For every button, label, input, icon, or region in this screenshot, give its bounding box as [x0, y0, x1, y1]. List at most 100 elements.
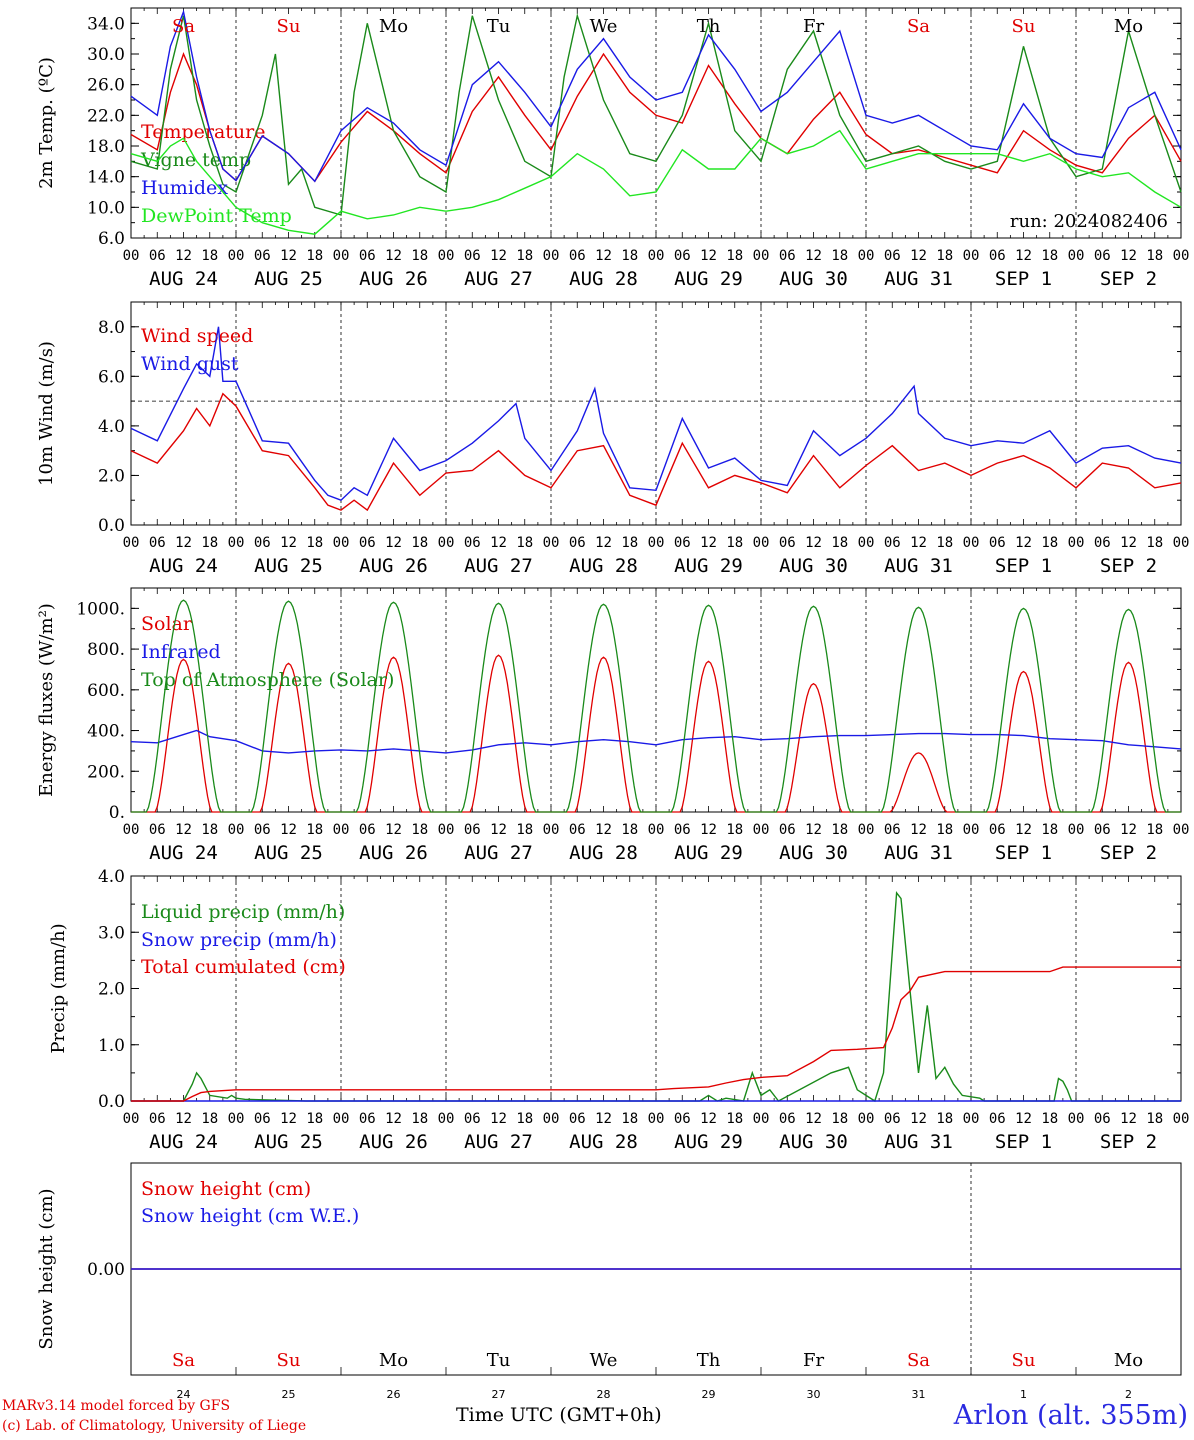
weekday-label-top: Su [277, 16, 301, 37]
station-label: Arlon (alt. 355m) [953, 1400, 1188, 1431]
hour-tick-label: 00 [858, 1111, 875, 1127]
hour-tick-label: 00 [123, 248, 140, 264]
legend-entry: Humidex [141, 177, 228, 199]
hour-tick-label: 06 [989, 248, 1006, 264]
hour-tick-label: 00 [228, 535, 245, 551]
hour-tick-label: 12 [280, 535, 297, 551]
y-tick-label: 1.0 [98, 1036, 125, 1056]
day-number-label: 28 [597, 1388, 611, 1401]
panel-frame [130, 587, 1182, 813]
hour-tick-label: 18 [411, 248, 428, 264]
hour-tick-label: 06 [254, 1111, 271, 1127]
date-label: AUG 25 [254, 555, 323, 577]
y-tick-label: 8.0 [98, 318, 125, 338]
hour-tick-label: 06 [464, 1111, 481, 1127]
series-vigne-temp [130, 12, 1182, 216]
hour-tick-label: 18 [201, 822, 218, 838]
hour-tick-label: 00 [648, 248, 665, 264]
hour-tick-label: 18 [201, 248, 218, 264]
hour-tick-label: 00 [858, 822, 875, 838]
date-label: AUG 29 [674, 842, 743, 864]
hour-tick-label: 06 [779, 535, 796, 551]
date-label: AUG 26 [359, 842, 428, 864]
hour-tick-label: 06 [989, 822, 1006, 838]
date-label: AUG 31 [884, 1131, 953, 1153]
y-tick-label: 1000. [76, 599, 125, 619]
hour-tick-label: 18 [1146, 822, 1163, 838]
hour-tick-label: 18 [726, 1111, 743, 1127]
y-tick-label: 800. [87, 640, 125, 660]
hour-tick-label: 06 [989, 535, 1006, 551]
hour-tick-label: 06 [884, 822, 901, 838]
date-label: AUG 31 [884, 555, 953, 577]
hour-tick-label: 18 [726, 535, 743, 551]
hour-tick-label: 06 [674, 535, 691, 551]
hour-tick-label: 18 [516, 248, 533, 264]
hour-tick-label: 00 [1068, 248, 1085, 264]
weekday-label-bottom: Mo [379, 1350, 408, 1371]
y-tick-label: 4.0 [98, 867, 125, 887]
y-tick-label: 10.0 [87, 198, 125, 218]
day-number-label: 25 [282, 1388, 296, 1401]
hour-tick-label: 18 [621, 535, 638, 551]
weekday-label-top: Sa [907, 16, 930, 37]
hour-tick-label: 00 [1068, 535, 1085, 551]
hour-tick-label: 06 [359, 248, 376, 264]
hour-tick-label: 18 [411, 535, 428, 551]
hour-tick-label: 06 [674, 822, 691, 838]
date-label: AUG 26 [359, 1131, 428, 1153]
hour-tick-label: 18 [621, 1111, 638, 1127]
y-tick-label: 2.0 [98, 980, 125, 1000]
hour-tick-label: 18 [936, 822, 953, 838]
hour-tick-label: 06 [359, 822, 376, 838]
hour-tick-label: 18 [1041, 822, 1058, 838]
y-axis-label: Energy fluxes (W/m²) [36, 603, 57, 797]
hour-tick-label: 00 [543, 1111, 560, 1127]
y-tick-label: 600. [87, 681, 125, 701]
legend-entry: Total cumulated (cm) [141, 956, 346, 978]
hour-tick-label: 06 [674, 1111, 691, 1127]
hour-tick-label: 06 [569, 822, 586, 838]
hour-tick-label: 00 [1173, 1111, 1190, 1127]
hour-tick-label: 00 [858, 535, 875, 551]
hour-tick-label: 12 [1015, 248, 1032, 264]
panel-frame [130, 301, 1182, 526]
date-label: SEP 2 [1100, 842, 1157, 864]
hour-tick-label: 12 [490, 1111, 507, 1127]
weekday-label-bottom: Su [1012, 1350, 1036, 1371]
hour-tick-label: 18 [831, 535, 848, 551]
hour-tick-label: 12 [280, 248, 297, 264]
lab-credit: (c) Lab. of Climatology, University of L… [2, 1418, 307, 1434]
hour-tick-label: 06 [359, 535, 376, 551]
y-tick-label: 30.0 [87, 45, 125, 65]
hour-tick-label: 18 [726, 822, 743, 838]
legend-entry: Liquid precip (mm/h) [141, 901, 345, 923]
weekday-label-bottom: We [590, 1350, 618, 1371]
hour-tick-label: 18 [516, 1111, 533, 1127]
legend-entry: Top of Atmosphere (Solar) [141, 669, 394, 691]
hour-tick-label: 00 [648, 1111, 665, 1127]
date-label: AUG 28 [569, 842, 638, 864]
hour-tick-label: 00 [1068, 1111, 1085, 1127]
date-label: AUG 26 [359, 268, 428, 290]
hour-tick-label: 18 [411, 1111, 428, 1127]
hour-tick-label: 06 [464, 535, 481, 551]
weekday-label-top: Th [697, 16, 721, 37]
weekday-label-bottom: Mo [1114, 1350, 1143, 1371]
hour-tick-label: 12 [910, 248, 927, 264]
hour-tick-label: 00 [438, 822, 455, 838]
hour-tick-label: 06 [779, 248, 796, 264]
y-tick-label: 0.0 [98, 516, 125, 536]
hour-tick-label: 00 [1173, 535, 1190, 551]
hour-tick-label: 12 [700, 822, 717, 838]
hour-tick-label: 12 [595, 1111, 612, 1127]
hour-tick-label: 12 [910, 535, 927, 551]
hour-tick-label: 12 [280, 1111, 297, 1127]
day-number-label: 29 [702, 1388, 716, 1401]
hour-tick-label: 00 [228, 248, 245, 264]
hour-tick-label: 06 [1094, 1111, 1111, 1127]
date-label: AUG 29 [674, 1131, 743, 1153]
legend-entry: DewPoint Temp [141, 205, 292, 227]
series-wind-speed [130, 392, 1182, 512]
